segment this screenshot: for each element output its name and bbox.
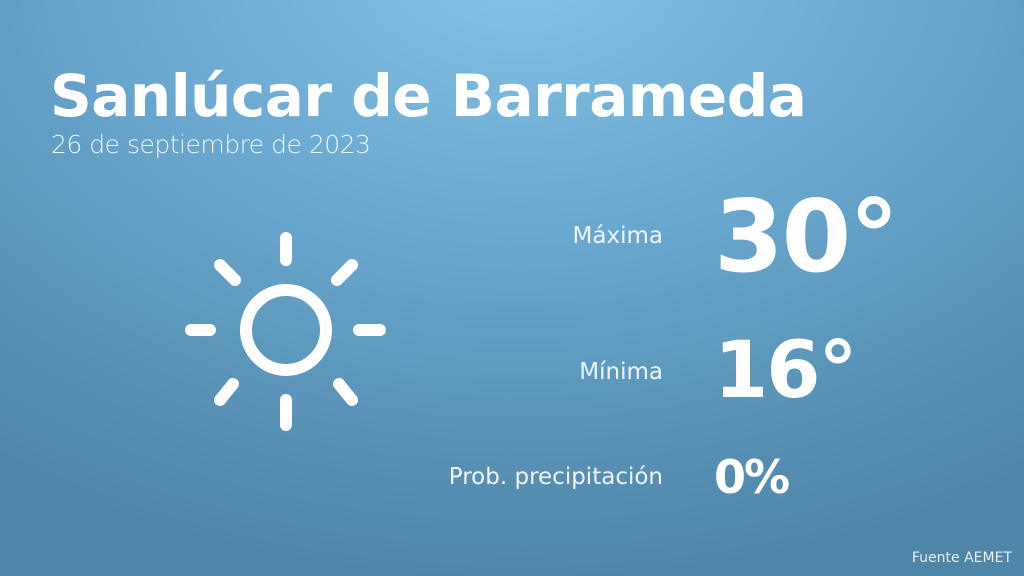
forecast-date: 26 de septiembre de 2023 <box>51 130 371 159</box>
sun-ray <box>331 259 358 286</box>
max-label: Máxima <box>572 223 663 249</box>
sun-ray <box>214 378 239 406</box>
source-credit: Fuente AEMET <box>911 550 1012 566</box>
precip-label: Prob. precipitación <box>448 464 663 490</box>
min-value: 16° <box>714 326 858 416</box>
max-value: 30° <box>714 178 899 295</box>
sun-ray <box>333 378 358 406</box>
city-title: Sanlúcar de Barrameda <box>50 62 807 130</box>
min-label: Mínima <box>579 359 663 385</box>
sun-disc <box>240 284 332 376</box>
precip-value: 0% <box>714 450 790 504</box>
sun-ray <box>214 259 241 286</box>
